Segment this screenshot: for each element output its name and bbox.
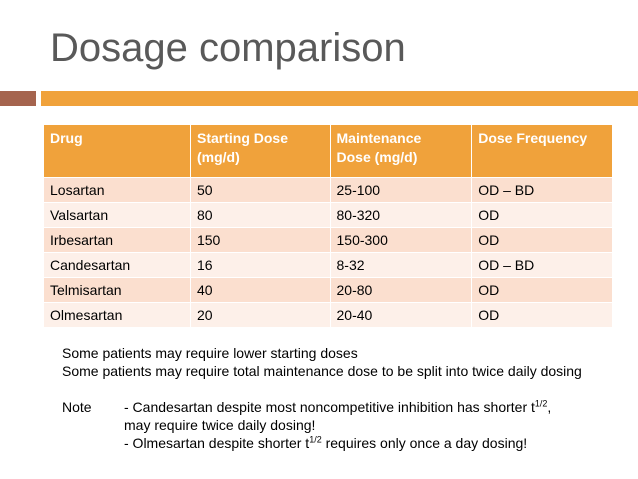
cell-starting-dose: 50 bbox=[189, 177, 331, 203]
cell-starting-dose: 80 bbox=[189, 202, 331, 228]
note-label: Note bbox=[62, 399, 92, 415]
cell-dose-frequency: OD – BD bbox=[471, 177, 613, 203]
note-olmesartan: - Olmesartan despite shorter t1/2 requir… bbox=[124, 434, 528, 451]
cell-drug: Valsartan bbox=[43, 202, 191, 228]
table-row: Irbesartan 150 150-300 OD bbox=[43, 227, 613, 253]
header-dose-frequency: Dose Frequency bbox=[471, 124, 613, 178]
note-candesartan: - Candesartan despite most noncompetitiv… bbox=[124, 398, 552, 415]
cell-drug: Telmisartan bbox=[43, 277, 191, 303]
notes-block: Some patients may require lower starting… bbox=[62, 344, 638, 452]
cell-dose-frequency: OD bbox=[471, 302, 613, 328]
cell-maintenance-dose: 80-320 bbox=[329, 202, 473, 228]
cell-drug: Olmesartan bbox=[43, 302, 191, 328]
note-twice-daily: may require twice daily dosing! bbox=[124, 417, 316, 433]
cell-maintenance-dose: 8-32 bbox=[329, 252, 473, 278]
cell-starting-dose: 150 bbox=[189, 227, 331, 253]
page-title: Dosage comparison bbox=[50, 26, 406, 70]
cell-starting-dose: 40 bbox=[189, 277, 331, 303]
table-row: Losartan 50 25-100 OD – BD bbox=[43, 177, 613, 203]
title-underline-accent-small bbox=[0, 91, 36, 106]
cell-starting-dose: 20 bbox=[189, 302, 331, 328]
cell-drug: Candesartan bbox=[43, 252, 191, 278]
table-row: Olmesartan 20 20-40 OD bbox=[43, 302, 613, 328]
note-line-split-dosing: Some patients may require total maintena… bbox=[62, 363, 582, 379]
notes-spacer bbox=[62, 380, 638, 398]
cell-starting-dose: 16 bbox=[189, 252, 331, 278]
table-row: Valsartan 80 80-320 OD bbox=[43, 202, 613, 228]
table-row: Telmisartan 40 20-80 OD bbox=[43, 277, 613, 303]
cell-drug: Losartan bbox=[43, 177, 191, 203]
header-drug: Drug bbox=[43, 124, 191, 178]
header-starting-dose: Starting Dose (mg/d) bbox=[189, 124, 331, 178]
dosage-table: Drug Starting Dose (mg/d) Maintenance Do… bbox=[43, 124, 613, 328]
cell-drug: Irbesartan bbox=[43, 227, 191, 253]
title-underline-accent-bar bbox=[41, 91, 638, 106]
note-line-lower-starting-doses: Some patients may require lower starting… bbox=[62, 345, 358, 361]
cell-maintenance-dose: 20-40 bbox=[329, 302, 473, 328]
cell-maintenance-dose: 150-300 bbox=[329, 227, 473, 253]
cell-dose-frequency: OD bbox=[471, 277, 613, 303]
cell-maintenance-dose: 20-80 bbox=[329, 277, 473, 303]
cell-dose-frequency: OD bbox=[471, 202, 613, 228]
cell-maintenance-dose: 25-100 bbox=[329, 177, 473, 203]
cell-dose-frequency: OD – BD bbox=[471, 252, 613, 278]
table-header-row: Drug Starting Dose (mg/d) Maintenance Do… bbox=[43, 124, 613, 178]
table-row: Candesartan 16 8-32 OD – BD bbox=[43, 252, 613, 278]
cell-dose-frequency: OD bbox=[471, 227, 613, 253]
note-body: - Candesartan despite most noncompetitiv… bbox=[124, 398, 551, 452]
note-row: Note - Candesartan despite most noncompe… bbox=[62, 398, 638, 452]
header-maintenance-dose: Maintenance Dose (mg/d) bbox=[329, 124, 473, 178]
